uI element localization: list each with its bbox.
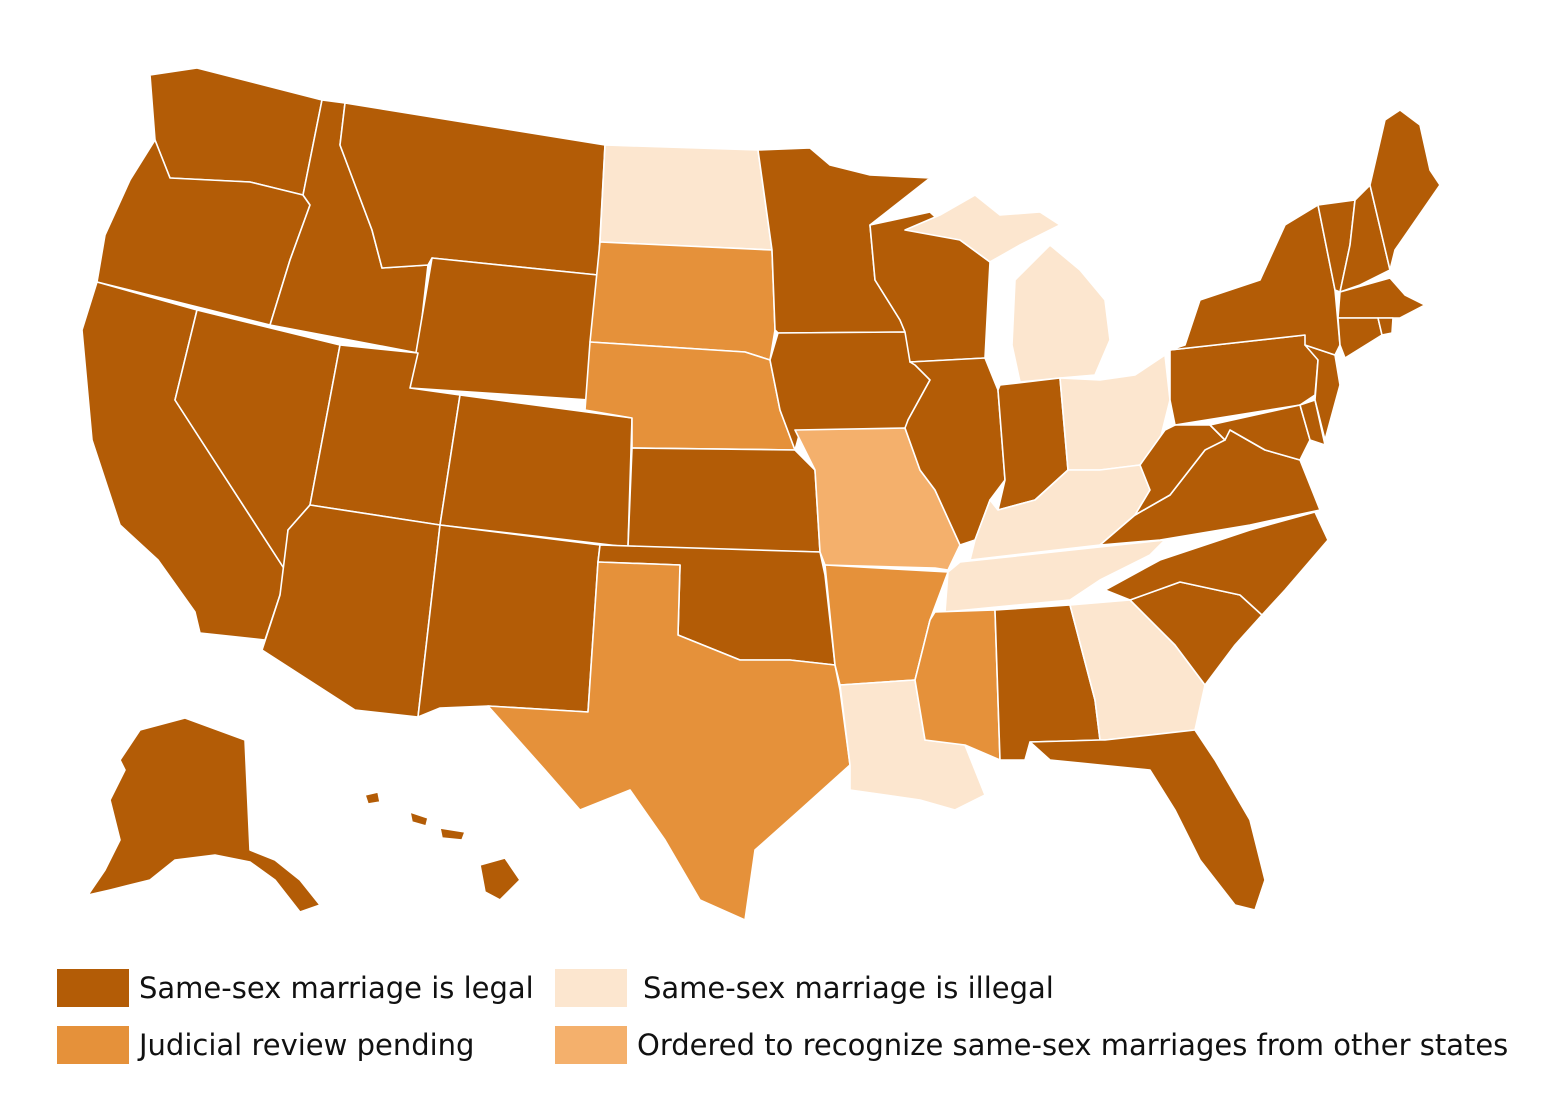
legend-swatch-legal bbox=[57, 969, 129, 1007]
state-mi-upper bbox=[904, 194, 1061, 263]
legend-swatch-recognize bbox=[555, 1026, 627, 1064]
legend-illegal: Same-sex marriage is illegal bbox=[555, 968, 1054, 1008]
state-sd bbox=[589, 241, 776, 361]
state-nc bbox=[1104, 511, 1329, 616]
state-ak bbox=[87, 717, 321, 913]
state-hi-3 bbox=[439, 827, 466, 841]
state-tn bbox=[944, 539, 1166, 613]
state-hi-1 bbox=[364, 791, 381, 805]
us-map bbox=[81, 67, 1441, 921]
state-fl bbox=[1029, 729, 1266, 911]
legend-recognize: Ordered to recognize same-sex marriages … bbox=[555, 1025, 1508, 1065]
state-ms bbox=[914, 609, 1001, 761]
state-wv bbox=[1134, 424, 1226, 516]
state-hi-2 bbox=[409, 811, 429, 827]
state-ct bbox=[1337, 317, 1383, 359]
state-me bbox=[1369, 109, 1441, 271]
legend-swatch-pending bbox=[57, 1026, 129, 1064]
legend-label-legal: Same-sex marriage is legal bbox=[139, 971, 534, 1005]
state-nm bbox=[417, 524, 601, 718]
state-wy bbox=[409, 257, 599, 401]
state-tx bbox=[487, 561, 851, 921]
legend-label-pending: Judicial review pending bbox=[139, 1028, 475, 1062]
legend-label-recognize: Ordered to recognize same-sex marriages … bbox=[637, 1028, 1509, 1062]
state-ri bbox=[1377, 317, 1394, 336]
legend-label-illegal: Same-sex marriage is illegal bbox=[643, 971, 1054, 1005]
state-ks bbox=[627, 447, 821, 553]
state-nd bbox=[599, 144, 773, 251]
state-de bbox=[1299, 399, 1326, 446]
state-az bbox=[261, 504, 441, 718]
state-co bbox=[439, 394, 633, 548]
state-mi-lower bbox=[1011, 244, 1111, 383]
legend-legal: Same-sex marriage is legal bbox=[57, 968, 534, 1008]
state-mt bbox=[339, 102, 606, 276]
state-wa bbox=[149, 67, 323, 196]
state-hi-4 bbox=[479, 857, 521, 901]
legend-pending: Judicial review pending bbox=[57, 1025, 474, 1065]
legend-swatch-illegal bbox=[555, 969, 627, 1007]
state-ny bbox=[1169, 204, 1341, 356]
